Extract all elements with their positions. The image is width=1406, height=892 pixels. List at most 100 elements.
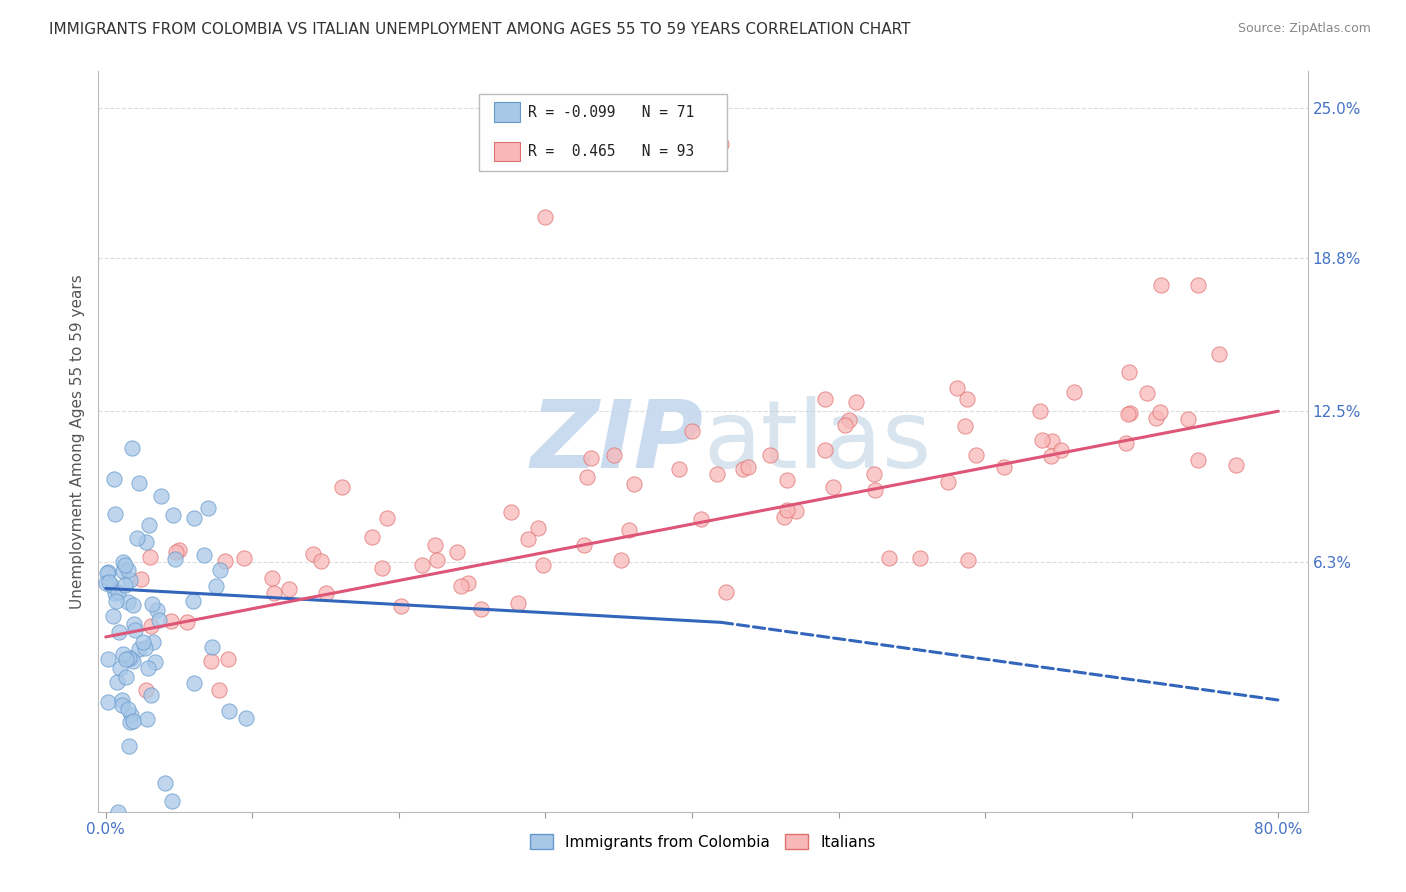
Point xyxy=(814,392,837,406)
Point xyxy=(714,585,737,599)
Point xyxy=(131,634,153,648)
Point xyxy=(208,683,231,698)
Point xyxy=(1187,277,1209,292)
Point xyxy=(470,602,492,616)
Point xyxy=(1028,404,1050,418)
Point xyxy=(946,381,969,395)
Bar xyxy=(479,94,727,171)
Point xyxy=(162,508,184,522)
Point xyxy=(706,467,728,482)
Point xyxy=(121,441,143,455)
Point xyxy=(193,548,215,562)
Point xyxy=(1063,384,1085,399)
Point xyxy=(120,714,142,729)
Point xyxy=(128,475,150,490)
Y-axis label: Unemployment Among Ages 55 to 59 years: Unemployment Among Ages 55 to 59 years xyxy=(69,274,84,609)
Point xyxy=(302,547,325,561)
Point xyxy=(531,558,554,572)
Point xyxy=(117,563,139,577)
Point xyxy=(122,617,145,632)
Point xyxy=(208,563,231,577)
Point xyxy=(838,413,860,427)
Point xyxy=(214,554,236,568)
Point xyxy=(217,652,239,666)
Point xyxy=(108,625,131,640)
Point xyxy=(1149,405,1171,419)
Point xyxy=(122,654,145,668)
Point xyxy=(603,448,626,462)
Point xyxy=(1177,411,1199,425)
Point xyxy=(668,462,690,476)
Point xyxy=(121,714,143,728)
Point xyxy=(776,473,799,487)
Point xyxy=(956,553,979,567)
Point xyxy=(135,683,157,698)
Point xyxy=(204,579,226,593)
Point xyxy=(1118,406,1140,420)
Point xyxy=(155,776,177,790)
Point xyxy=(143,655,166,669)
Point xyxy=(115,670,138,684)
Point xyxy=(115,652,138,666)
Point xyxy=(360,530,382,544)
Point xyxy=(111,698,134,713)
Point xyxy=(176,615,198,629)
Point xyxy=(197,501,219,516)
Point xyxy=(508,596,530,610)
Point xyxy=(623,476,645,491)
Point xyxy=(97,652,120,666)
Point xyxy=(682,424,704,438)
Point xyxy=(114,578,136,592)
Point xyxy=(163,552,186,566)
Point xyxy=(576,470,599,484)
Point xyxy=(315,586,337,600)
Point xyxy=(94,575,117,590)
Point xyxy=(389,599,412,613)
Point xyxy=(845,395,868,409)
Point xyxy=(776,503,799,517)
Point xyxy=(235,711,257,725)
Point xyxy=(1042,434,1064,448)
Point xyxy=(111,693,134,707)
Bar xyxy=(494,103,520,121)
Point xyxy=(572,538,595,552)
Point xyxy=(114,558,136,572)
Point xyxy=(877,550,900,565)
Text: ZIP: ZIP xyxy=(530,395,703,488)
Point xyxy=(956,392,979,407)
Point xyxy=(108,661,131,675)
Point xyxy=(450,579,472,593)
Text: IMMIGRANTS FROM COLOMBIA VS ITALIAN UNEMPLOYMENT AMONG AGES 55 TO 59 YEARS CORRE: IMMIGRANTS FROM COLOMBIA VS ITALIAN UNEM… xyxy=(49,22,911,37)
Point xyxy=(263,586,285,600)
Point xyxy=(1144,411,1167,425)
Point xyxy=(965,448,987,462)
Point xyxy=(139,688,162,702)
Legend: Immigrants from Colombia, Italians: Immigrants from Colombia, Italians xyxy=(524,828,882,856)
Point xyxy=(118,650,141,665)
Point xyxy=(377,510,399,524)
Point xyxy=(134,641,156,656)
Point xyxy=(309,553,332,567)
Point xyxy=(499,505,522,519)
Point xyxy=(908,551,931,566)
Point xyxy=(142,635,165,649)
Point xyxy=(162,794,184,808)
Point xyxy=(1225,458,1247,472)
Point xyxy=(135,534,157,549)
Point xyxy=(330,480,353,494)
Point xyxy=(107,805,129,819)
Point xyxy=(150,489,173,503)
Point xyxy=(107,584,129,599)
Text: atlas: atlas xyxy=(703,395,931,488)
Point xyxy=(1208,347,1230,361)
Point xyxy=(527,521,550,535)
Point xyxy=(773,510,796,524)
Point xyxy=(139,619,162,633)
Point xyxy=(145,602,167,616)
Point xyxy=(105,674,128,689)
Point xyxy=(423,538,446,552)
Point xyxy=(125,531,148,545)
Point xyxy=(814,443,837,458)
Point xyxy=(200,654,222,668)
Text: Source: ZipAtlas.com: Source: ZipAtlas.com xyxy=(1237,22,1371,36)
